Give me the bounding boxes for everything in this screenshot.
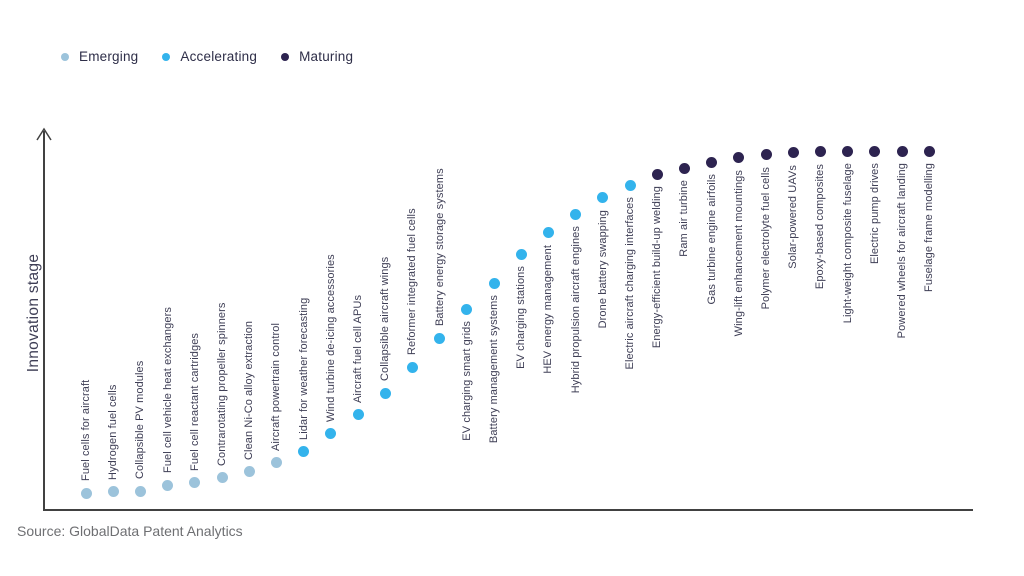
data-point-label: Fuel cell reactant cartridges — [188, 332, 201, 471]
data-point — [325, 428, 337, 440]
data-point-label: Collapsible PV modules — [134, 360, 147, 480]
data-point — [134, 485, 146, 497]
data-point — [597, 192, 609, 204]
data-point-label: Wind turbine de-icing accessories — [324, 254, 337, 422]
x-axis — [43, 509, 973, 511]
data-point — [570, 208, 582, 220]
data-point — [542, 227, 554, 239]
legend-item-accelerating: Accelerating — [162, 49, 257, 64]
data-point — [352, 409, 364, 421]
data-point — [379, 387, 391, 399]
accelerating-dot-icon — [162, 52, 171, 61]
data-point-label: Collapsible aircraft wings — [379, 256, 392, 382]
data-point — [243, 466, 255, 478]
data-point-label: Fuel cell vehicle heat exchangers — [161, 307, 174, 474]
data-point-label: Energy-efficient build-up welding — [651, 186, 664, 349]
data-point — [814, 146, 826, 158]
data-point — [923, 145, 935, 157]
emerging-dot-icon — [61, 52, 69, 61]
data-point — [706, 156, 718, 168]
legend-item-maturing: Maturing — [281, 49, 353, 64]
data-point-label: EV charging smart grids — [460, 321, 473, 441]
data-point-label: Aircraft fuel cell APUs — [352, 294, 364, 403]
maturing-dot-icon — [281, 52, 290, 61]
data-point — [434, 332, 446, 344]
y-axis-label: Innovation stage — [25, 253, 42, 373]
legend-label: Maturing — [299, 49, 354, 64]
data-point — [651, 168, 663, 180]
legend-label: Emerging — [79, 49, 139, 64]
data-point — [787, 147, 799, 159]
data-point-label: Solar-powered UAVs — [787, 164, 800, 269]
data-point-label: Lidar for weather forecasting — [297, 297, 310, 440]
data-point-label: Light-weight composite fuselage — [841, 163, 854, 324]
legend-label: Accelerating — [180, 49, 258, 64]
data-point-label: Contrarotating propeller spinners — [216, 302, 228, 466]
source-text: Source: GlobalData Patent Analytics — [17, 523, 243, 539]
data-point-label: Battery energy storage systems — [433, 168, 446, 327]
data-point-label: Fuselage frame modelling — [923, 163, 936, 293]
data-point — [624, 179, 636, 191]
data-point — [107, 486, 119, 498]
data-point-label: Reformer integrated fuel cells — [406, 208, 419, 356]
data-point-label: Electric pump drives — [868, 163, 881, 265]
data-point — [896, 145, 908, 157]
data-point — [515, 248, 527, 260]
y-axis-arrow-icon — [36, 127, 52, 141]
data-point-label: Clean Ni-Co alloy extraction — [243, 320, 256, 460]
data-point-label: Electric aircraft charging interfaces — [624, 197, 636, 370]
data-point — [733, 152, 745, 164]
data-point — [842, 145, 854, 157]
data-point — [760, 149, 772, 161]
data-point-label: Fuel cells for aircraft — [80, 379, 92, 482]
data-point-label: Epoxy-based composites — [814, 163, 827, 289]
data-point — [298, 446, 310, 458]
data-point-label: EV charging stations — [515, 266, 528, 369]
data-point-label: Hybrid propulsion aircraft engines — [569, 226, 582, 394]
y-axis — [43, 131, 45, 510]
data-point-label: Aircraft powertrain control — [270, 322, 283, 451]
data-point — [80, 487, 92, 499]
data-point — [270, 457, 282, 469]
data-point — [869, 145, 881, 157]
data-point — [461, 303, 473, 315]
data-point-label: Drone battery swapping — [596, 209, 609, 329]
data-point — [406, 361, 418, 373]
data-point — [162, 479, 174, 491]
data-point-label: Hydrogen fuel cells — [107, 384, 120, 480]
data-point-label: Powered wheels for aircraft landing — [896, 163, 908, 339]
data-point-label: Ram air turbine — [678, 180, 691, 257]
data-point-label: Gas turbine engine airfoils — [705, 174, 718, 305]
data-point — [678, 162, 690, 174]
data-point-label: HEV energy management — [542, 244, 555, 374]
data-point — [189, 477, 201, 489]
data-point — [488, 277, 500, 289]
data-point — [216, 472, 228, 484]
legend: Emerging Accelerating Maturing — [61, 49, 353, 64]
data-point-label: Battery management systems — [488, 295, 500, 444]
data-point-label: Wing-lift enhancement mountings — [732, 169, 745, 337]
data-point-label: Polymer electrolyte fuel cells — [760, 166, 772, 310]
legend-item-emerging: Emerging — [61, 49, 138, 64]
